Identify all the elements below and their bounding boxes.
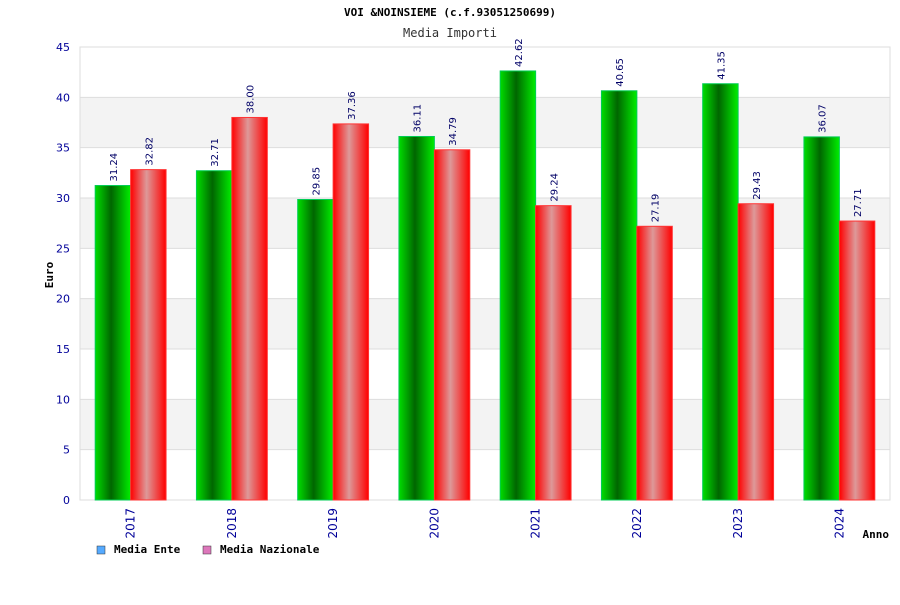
x-tick-label: 2017	[124, 508, 138, 539]
x-tick-label: 2024	[832, 508, 846, 539]
legend-swatch-nazionale	[202, 545, 212, 555]
bar-nazionale-2024	[838, 220, 876, 501]
bar-value-label: 27.71	[853, 188, 864, 217]
y-axis-ticks: 0 5 10 15 20 25 30 35 40 45	[56, 41, 70, 507]
y-tick-label: 10	[56, 393, 70, 406]
bar-ente-2018	[195, 170, 233, 501]
bar-nazionale-2018	[231, 116, 268, 501]
bar-value-label: 42.62	[514, 38, 525, 67]
bar-ente-2019	[297, 199, 334, 501]
chart-subtitle: Media Importi	[403, 26, 497, 40]
bar-ente-2022	[600, 90, 638, 501]
legend-item-nazionale: Media Nazionale	[202, 543, 320, 556]
x-axis-label: Anno	[863, 528, 890, 541]
x-tick-label: 2021	[529, 508, 543, 539]
bar-value-label: 31.24	[109, 153, 120, 182]
bar-value-label: 27.19	[651, 194, 662, 223]
bar-ente-2023	[702, 83, 739, 501]
bar-value-label: 37.36	[347, 91, 358, 120]
y-tick-label: 30	[56, 192, 70, 205]
bar-nazionale-2022	[636, 225, 673, 501]
y-tick-label: 35	[56, 142, 70, 155]
bar-nazionale-2020	[433, 149, 471, 501]
bar-value-label: 29.43	[752, 171, 763, 200]
bar-nazionale-2017	[130, 169, 167, 501]
bar-value-label: 36.11	[413, 104, 424, 133]
bar-ente-2024	[803, 136, 840, 501]
bar-value-label: 36.07	[818, 104, 829, 133]
bar-ente-2017	[94, 185, 132, 501]
y-tick-label: 5	[63, 444, 70, 457]
bar-nazionale-2019	[332, 123, 370, 501]
chart-title: VOI &NOINSIEME (c.f.93051250699)	[344, 6, 556, 19]
bar-ente-2021	[499, 70, 537, 501]
bar-value-label: 38.00	[246, 85, 257, 114]
y-tick-label: 15	[56, 343, 70, 356]
bar-ente-2020	[398, 135, 435, 501]
y-axis-label: Euro	[43, 261, 56, 288]
y-tick-label: 25	[56, 242, 70, 255]
bar-value-label: 40.65	[615, 58, 626, 87]
y-tick-label: 0	[63, 494, 70, 507]
bar-value-label: 34.79	[448, 117, 459, 146]
legend-label-nazionale: Media Nazionale	[220, 543, 320, 556]
legend-label-ente: Media Ente	[114, 543, 181, 556]
bar-nazionale-2023	[737, 203, 775, 501]
x-tick-label: 2022	[630, 508, 644, 539]
bar-value-label: 29.85	[311, 167, 322, 196]
bar-value-label: 32.82	[144, 137, 155, 166]
bars	[94, 70, 876, 501]
legend-item-ente: Media Ente	[96, 543, 181, 556]
y-tick-label: 45	[56, 41, 70, 54]
legend: Media Ente Media Nazionale	[96, 543, 320, 556]
bar-nazionale-2021	[535, 205, 572, 501]
y-tick-label: 40	[56, 91, 70, 104]
x-tick-label: 2019	[326, 508, 340, 539]
x-tick-label: 2020	[427, 508, 441, 539]
bar-value-label: 41.35	[716, 51, 727, 80]
bar-value-label: 29.24	[549, 173, 560, 202]
legend-swatch-ente	[96, 545, 106, 555]
x-tick-label: 2023	[731, 508, 745, 539]
bar-value-label: 32.71	[210, 138, 221, 167]
x-tick-label: 2018	[225, 508, 239, 539]
grid-band	[80, 97, 890, 148]
bar-value-labels: 31.24 32.82 32.71 38.00 29.85 37.36 36.11 34.79…	[109, 38, 864, 222]
x-axis-ticks: 2017 2018 2019 2020 2021 2022 2023 2024	[124, 508, 847, 539]
y-tick-label: 20	[56, 293, 70, 306]
